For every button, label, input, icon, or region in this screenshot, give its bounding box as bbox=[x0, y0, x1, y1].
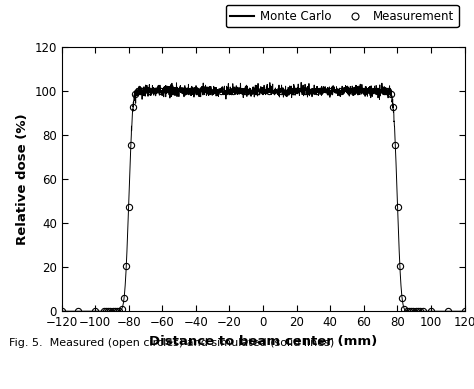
Legend: Monte Carlo, Measurement: Monte Carlo, Measurement bbox=[226, 5, 459, 27]
Y-axis label: Relative dose (%): Relative dose (%) bbox=[16, 113, 29, 245]
Text: Fig. 5.  Measured (open circles) and simulated (solid lines): Fig. 5. Measured (open circles) and simu… bbox=[9, 338, 335, 349]
X-axis label: Distance to beam center (mm): Distance to beam center (mm) bbox=[149, 335, 377, 348]
